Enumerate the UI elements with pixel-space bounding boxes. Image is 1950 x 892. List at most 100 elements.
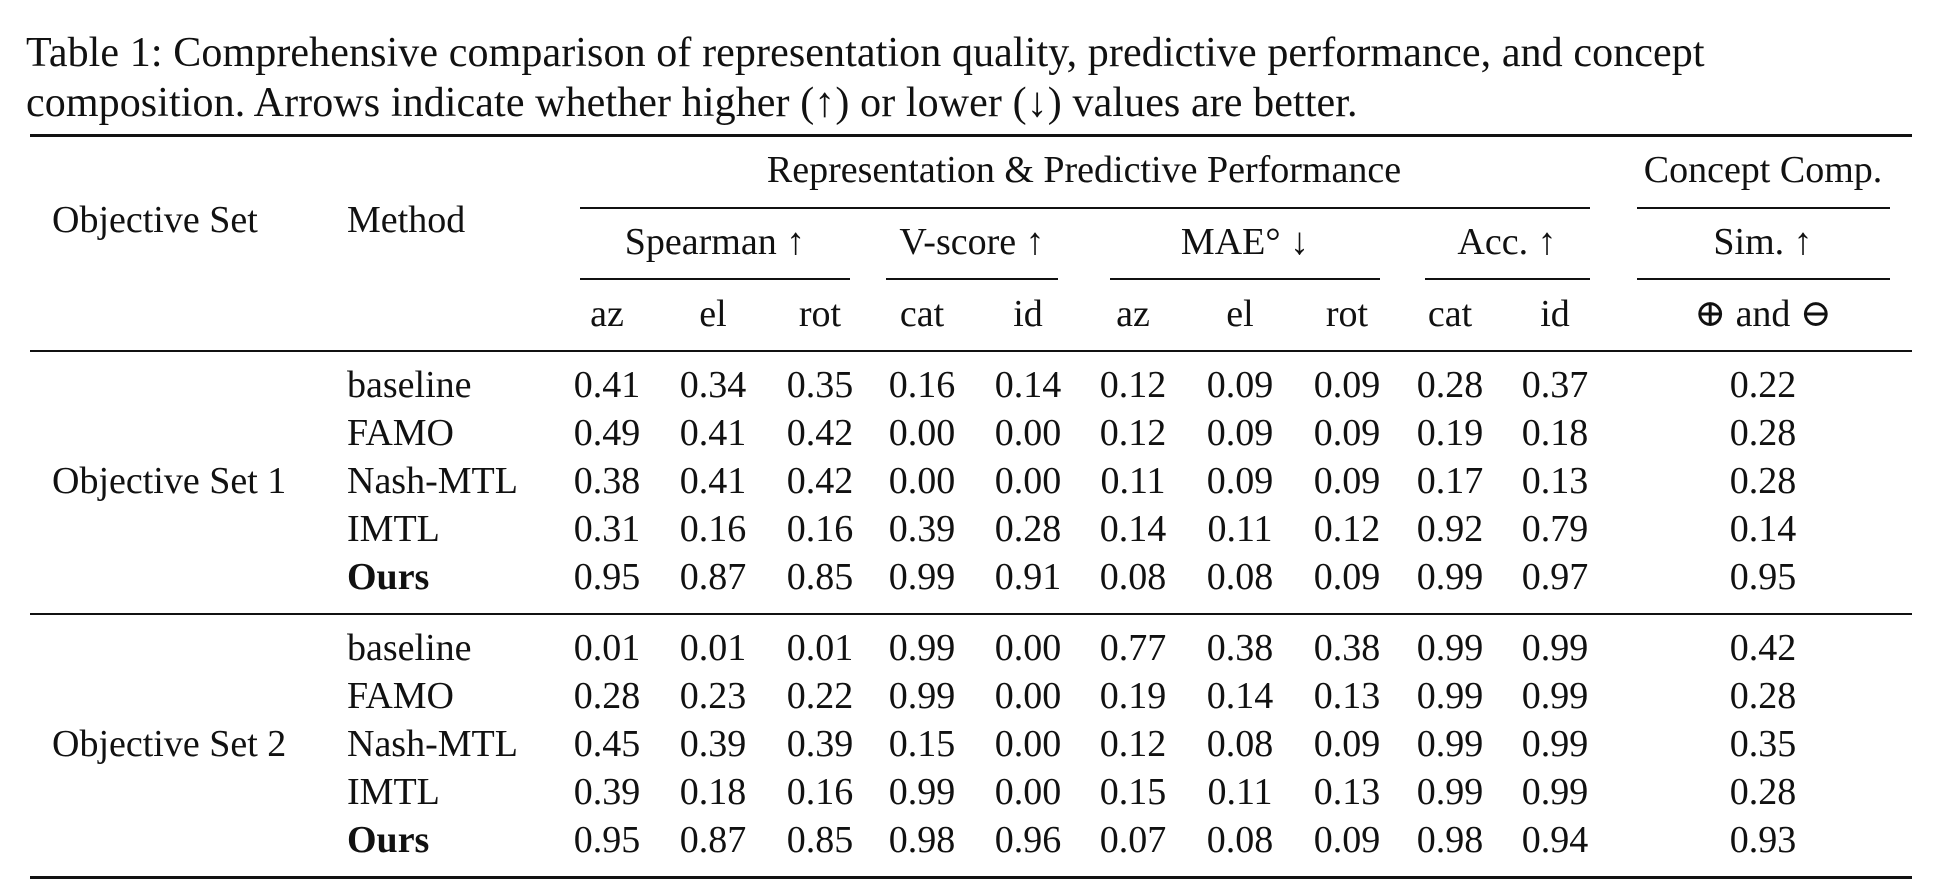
table-cell-value: 0.08: [1206, 556, 1274, 598]
table-cell-value: 0.41: [679, 412, 747, 454]
header-rule: [30, 350, 1912, 352]
table-cell-value: 0.11: [1207, 771, 1273, 813]
header-subcol-id: id: [1013, 293, 1043, 335]
table-cell-value: 0.08: [1099, 556, 1167, 598]
table-cell-value: 0.14: [994, 364, 1062, 406]
method-label: IMTL: [347, 771, 440, 813]
table-cell-value: 0.00: [994, 771, 1062, 813]
header-metric-sim: Sim. ↑: [1713, 221, 1813, 263]
method-label: Ours: [347, 819, 430, 861]
group-separator-rule: [30, 613, 1912, 615]
table-cell-value: 0.12: [1099, 412, 1167, 454]
table-cell-value: 0.15: [888, 723, 956, 765]
table-cell-value: 0.19: [1099, 675, 1167, 717]
table-cell-value: 0.28: [1729, 412, 1797, 454]
header-group-representation: Representation & Predictive Performance: [766, 149, 1402, 191]
table-cell-value: 0.14: [1206, 675, 1274, 717]
table-cell-value: 0.23: [679, 675, 747, 717]
table-cell-value: 0.35: [1729, 723, 1797, 765]
caption-line-1: Table 1: Comprehensive comparison of rep…: [26, 30, 1705, 76]
table-cell-value: 0.99: [888, 675, 956, 717]
table-cell-value: 0.14: [1099, 508, 1167, 550]
table-cell-value: 0.87: [679, 819, 747, 861]
cmidrule-mae: [1110, 278, 1380, 280]
table-cell-value: 0.01: [573, 627, 641, 669]
table-cell-value: 0.99: [1416, 723, 1484, 765]
table-cell-value: 0.00: [994, 412, 1062, 454]
table-cell-value: 0.99: [888, 556, 956, 598]
cmidrule-representation: [580, 207, 1590, 209]
cmidrule-spearman: [580, 278, 850, 280]
table-cell-value: 0.49: [573, 412, 641, 454]
table-cell-value: 0.99: [1416, 771, 1484, 813]
method-label: baseline: [347, 364, 472, 406]
table-cell-value: 0.00: [888, 460, 956, 502]
table-cell-value: 0.41: [679, 460, 747, 502]
table-cell-value: 0.39: [679, 723, 747, 765]
header-concept-sub: ⊕ and ⊖: [1694, 293, 1832, 335]
table-cell-value: 0.99: [1521, 723, 1589, 765]
header-subcol-id: id: [1540, 293, 1570, 335]
table-cell-value: 0.09: [1313, 556, 1381, 598]
table-cell-value: 0.99: [888, 627, 956, 669]
table-cell-value: 0.15: [1099, 771, 1167, 813]
table-cell-value: 0.95: [573, 556, 641, 598]
header-metric-vscore: V-score ↑: [899, 221, 1045, 263]
table-cell-value: 0.13: [1313, 771, 1381, 813]
header-metric-spearman: Spearman ↑: [624, 221, 806, 263]
table-cell-value: 0.22: [786, 675, 854, 717]
table-cell-value: 0.09: [1313, 364, 1381, 406]
table-cell-value: 0.99: [1416, 675, 1484, 717]
table-cell-value: 0.12: [1099, 364, 1167, 406]
table-cell-value: 0.18: [679, 771, 747, 813]
table-cell-value: 0.38: [1206, 627, 1274, 669]
table-cell-value: 0.00: [994, 723, 1062, 765]
method-label: FAMO: [347, 675, 454, 717]
header-metric-acc: Acc. ↑: [1457, 221, 1557, 263]
cmidrule-sim: [1637, 278, 1890, 280]
table-cell-value: 0.09: [1313, 819, 1381, 861]
method-label: Nash-MTL: [347, 460, 518, 502]
caption-line-2: composition. Arrows indicate whether hig…: [26, 80, 1358, 126]
method-label: Nash-MTL: [347, 723, 518, 765]
table-cell-value: 0.99: [1416, 627, 1484, 669]
header-subcol-az: az: [1116, 293, 1150, 335]
table-cell-value: 0.28: [573, 675, 641, 717]
table-cell-value: 0.28: [994, 508, 1062, 550]
table-cell-value: 0.12: [1099, 723, 1167, 765]
table-cell-value: 0.38: [1313, 627, 1381, 669]
table-cell-value: 0.91: [994, 556, 1062, 598]
table-cell-value: 0.00: [888, 412, 956, 454]
table-cell-value: 0.28: [1729, 460, 1797, 502]
table-cell-value: 0.99: [1521, 771, 1589, 813]
table-cell-value: 0.01: [679, 627, 747, 669]
table-cell-value: 0.39: [786, 723, 854, 765]
table-cell-value: 0.94: [1521, 819, 1589, 861]
table-cell-value: 0.28: [1729, 771, 1797, 813]
table-cell-value: 0.01: [786, 627, 854, 669]
table-cell-value: 0.85: [786, 819, 854, 861]
table-cell-value: 0.87: [679, 556, 747, 598]
header-subcol-el: el: [699, 293, 727, 335]
table-cell-value: 0.95: [1729, 556, 1797, 598]
table-cell-value: 0.96: [994, 819, 1062, 861]
method-label: FAMO: [347, 412, 454, 454]
table-cell-value: 0.19: [1416, 412, 1484, 454]
table-cell-value: 0.95: [573, 819, 641, 861]
table-cell-value: 0.16: [888, 364, 956, 406]
cmidrule-vscore: [886, 278, 1058, 280]
table-cell-value: 0.28: [1729, 675, 1797, 717]
header-subcol-el: el: [1226, 293, 1254, 335]
table-cell-value: 0.13: [1521, 460, 1589, 502]
table-cell-value: 0.08: [1206, 819, 1274, 861]
table-cell-value: 0.97: [1521, 556, 1589, 598]
table-cell-value: 0.09: [1313, 460, 1381, 502]
table-cell-value: 0.18: [1521, 412, 1589, 454]
table-cell-value: 0.09: [1206, 460, 1274, 502]
table-cell-value: 0.12: [1313, 508, 1381, 550]
method-label: IMTL: [347, 508, 440, 550]
header-method: Method: [347, 199, 466, 241]
table-cell-value: 0.98: [1416, 819, 1484, 861]
table-cell-value: 0.77: [1099, 627, 1167, 669]
